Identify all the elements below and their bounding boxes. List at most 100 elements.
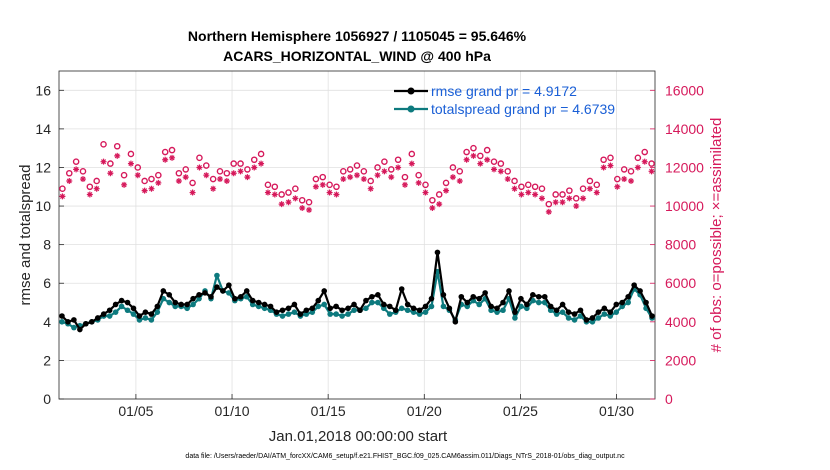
obs-assimilated-marker bbox=[299, 204, 306, 211]
rmse-point bbox=[446, 305, 453, 312]
obs-possible-marker bbox=[442, 179, 450, 187]
obs-assimilated-marker bbox=[470, 152, 477, 159]
obs-assimilated-marker bbox=[66, 177, 73, 184]
rmse-point bbox=[321, 288, 328, 294]
rmse-point bbox=[160, 288, 167, 294]
obs-assimilated-marker bbox=[175, 177, 182, 184]
obs-possible-marker bbox=[202, 162, 210, 169]
rmse-point bbox=[315, 297, 322, 304]
totalspread-point bbox=[619, 303, 626, 310]
y-tick-label: 16 bbox=[35, 82, 51, 98]
obs-assimilated-marker bbox=[360, 176, 367, 183]
x-tick-label: 01/05 bbox=[118, 403, 153, 419]
obs-assimilated-marker bbox=[456, 177, 463, 184]
obs-possible-marker bbox=[394, 156, 402, 164]
obs-possible-marker bbox=[271, 183, 279, 191]
obs-possible-marker bbox=[435, 191, 443, 198]
obs-possible-marker bbox=[298, 196, 306, 204]
rmse-point bbox=[392, 307, 399, 314]
obs-possible-marker bbox=[586, 177, 594, 185]
obs-possible-marker bbox=[545, 200, 553, 208]
obs-assimilated-marker bbox=[586, 185, 593, 192]
obs-assimilated-marker bbox=[491, 166, 498, 173]
rmse-point bbox=[291, 301, 298, 308]
obs-possible-marker bbox=[627, 168, 635, 175]
rmse-point bbox=[535, 293, 542, 300]
obs-assimilated-marker bbox=[511, 185, 518, 192]
obs-assimilated-marker bbox=[230, 170, 237, 177]
obs-assimilated-marker bbox=[621, 176, 628, 183]
obs-possible-marker bbox=[113, 142, 121, 150]
obs-assimilated-marker bbox=[251, 164, 258, 171]
x-axis-label: Jan.01,2018 00:00:00 start bbox=[269, 428, 448, 445]
obs-assimilated-marker bbox=[333, 191, 340, 198]
obs-assimilated-marker bbox=[408, 160, 415, 167]
obs-assimilated-marker bbox=[127, 160, 134, 167]
rmse-point bbox=[261, 301, 268, 308]
obs-possible-marker bbox=[641, 148, 649, 156]
totalspread-point bbox=[595, 315, 602, 321]
totalspread-point bbox=[59, 319, 65, 325]
obs-possible-marker bbox=[531, 183, 539, 191]
rmse-point bbox=[428, 295, 435, 302]
rmse-point bbox=[178, 301, 184, 308]
obs-assimilated-marker bbox=[237, 168, 244, 175]
obs-possible-marker bbox=[250, 156, 258, 164]
obs-assimilated-marker bbox=[292, 195, 299, 202]
obs-possible-marker bbox=[79, 168, 87, 175]
obs-possible-marker bbox=[614, 175, 621, 183]
totalspread-point bbox=[577, 313, 584, 319]
totalspread-point bbox=[142, 315, 149, 321]
obs-possible-marker bbox=[648, 160, 655, 167]
obs-possible-marker bbox=[504, 168, 512, 175]
totalspread-point bbox=[488, 307, 494, 314]
obs-assimilated-marker bbox=[381, 168, 388, 175]
rmse-point bbox=[571, 311, 578, 317]
rmse-point bbox=[309, 305, 316, 312]
obs-possible-marker bbox=[189, 179, 196, 187]
obs-possible-marker bbox=[209, 175, 217, 183]
rmse-point bbox=[148, 311, 155, 317]
obs-possible-marker bbox=[593, 181, 601, 189]
totalspread-point bbox=[524, 305, 530, 312]
rmse-point bbox=[166, 292, 173, 298]
obs-assimilated-marker bbox=[552, 199, 559, 206]
rmse-point bbox=[649, 313, 655, 319]
totalspread-point bbox=[410, 309, 417, 315]
rmse-point bbox=[398, 286, 405, 292]
y-tick-label: 6 bbox=[43, 275, 51, 291]
totalspread-point bbox=[541, 299, 548, 306]
obs-assimilated-marker bbox=[518, 191, 525, 198]
chart-subtitle: ACARS_HORIZONTAL_WIND @ 400 hPa bbox=[223, 48, 491, 64]
rmse-point bbox=[607, 309, 614, 315]
obs-possible-marker bbox=[182, 166, 190, 173]
legend-rmse-label: rmse grand pr = 4.9172 bbox=[431, 83, 577, 99]
obs-assimilated-marker bbox=[141, 187, 148, 194]
rmse-point bbox=[226, 282, 232, 288]
obs-possible-marker bbox=[107, 160, 114, 167]
obs-assimilated-marker bbox=[182, 174, 189, 181]
totalspread-point bbox=[512, 315, 518, 321]
rmse-point bbox=[547, 303, 554, 310]
totalspread-point bbox=[315, 303, 322, 310]
obs-possible-marker bbox=[620, 166, 628, 173]
rmse-point bbox=[255, 299, 262, 306]
right-y-tick-label: 10000 bbox=[665, 198, 704, 214]
rmse-point bbox=[154, 303, 161, 310]
obs-possible-marker bbox=[552, 191, 559, 198]
totalspread-point bbox=[500, 307, 506, 314]
rmse-point bbox=[83, 320, 89, 327]
rmse-point bbox=[565, 309, 572, 315]
obs-assimilated-marker bbox=[573, 203, 580, 210]
chart-title: Northern Hemisphere 1056927 / 1105045 = … bbox=[188, 28, 527, 44]
rmse-point bbox=[577, 307, 584, 314]
rmse-point bbox=[172, 299, 179, 306]
obs-count-markers bbox=[59, 141, 655, 215]
obs-possible-marker bbox=[429, 196, 436, 204]
totalspread-point bbox=[333, 311, 339, 317]
rmse-point bbox=[351, 301, 357, 308]
rmse-point bbox=[237, 293, 244, 300]
rmse-point bbox=[637, 288, 643, 294]
obs-possible-marker bbox=[346, 166, 354, 173]
obs-assimilated-marker bbox=[648, 168, 655, 175]
